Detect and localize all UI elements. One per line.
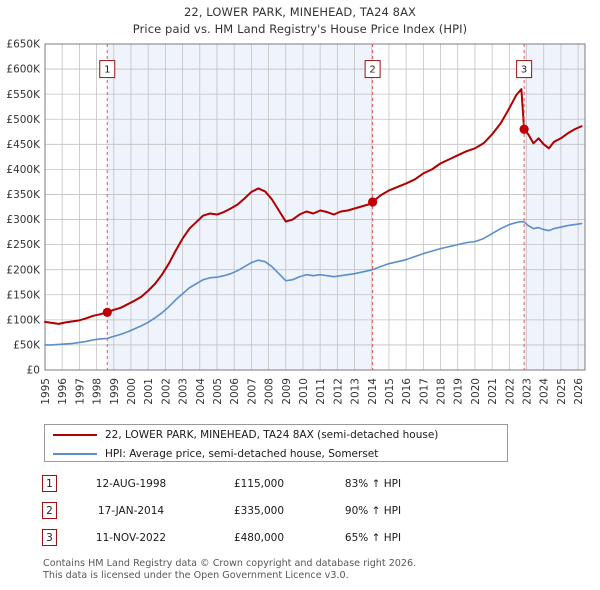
transaction-point[interactable] <box>102 307 112 317</box>
x-axis-tick-label: 2003 <box>178 378 190 405</box>
y-axis-tick-label: £350K <box>6 189 41 201</box>
x-axis-tick-label: 2001 <box>143 378 155 405</box>
price-history-chart: £0 £50K £100K £150K £200K £250K £300K £350K £400… <box>6 39 586 405</box>
chart-shaded-span <box>524 44 585 370</box>
legend-item-hpi: HPI: Average price, semi-detached house,… <box>45 444 507 463</box>
x-axis-tick-label: 1999 <box>109 378 121 405</box>
x-axis-tick-label: 2009 <box>281 378 293 405</box>
x-axis-tick-label: 2019 <box>453 378 465 405</box>
x-axis-tick-label: 1997 <box>74 378 86 405</box>
legend-swatch-property <box>53 433 97 436</box>
transaction-price: £480,000 <box>233 531 285 544</box>
legend-label-hpi: HPI: Average price, semi-detached house,… <box>105 447 379 460</box>
x-axis-tick-label: 2016 <box>401 378 413 405</box>
x-axis-tick-label: 2004 <box>195 378 207 405</box>
table-row: 1 12-AUG-1998 £115,000 83% ↑ HPI <box>42 470 562 497</box>
transaction-date: 12-AUG-1998 <box>95 477 167 490</box>
marker-callout-box[interactable] <box>516 60 533 79</box>
x-axis-tick-label: 2000 <box>126 378 138 405</box>
x-axis-tick-label: 2005 <box>212 378 224 405</box>
plot-frame <box>44 43 586 371</box>
x-axis-tick-label: 2024 <box>539 378 551 405</box>
x-axis-tick-label: 1996 <box>57 378 69 405</box>
y-axis-tick-label: £550K <box>6 89 41 101</box>
transaction-date: 17-JAN-2014 <box>97 504 165 517</box>
series-line-property <box>44 88 583 325</box>
chart-title: 22, LOWER PARK, MINEHEAD, TA24 8AX <box>183 5 417 19</box>
footer-licence: This data is licensed under the Open Gov… <box>43 569 349 581</box>
transaction-marker-number: 3 <box>42 529 57 546</box>
y-axis-tick-label: £200K <box>6 264 41 276</box>
transaction-marker-number: 2 <box>42 502 57 519</box>
y-axis-tick-label: £300K <box>6 214 41 226</box>
x-axis-tick-label: 2008 <box>264 378 276 405</box>
x-axis-tick-label: 2018 <box>436 378 448 405</box>
x-axis-tick-label: 2020 <box>470 378 482 405</box>
transaction-marker-number: 1 <box>42 475 57 492</box>
footer-copyright: Contains HM Land Registry data © Crown c… <box>43 558 417 569</box>
transaction-hpi-delta: 90% ↑ HPI <box>344 504 402 517</box>
transaction-point[interactable] <box>519 124 529 134</box>
legend-label-property: 22, LOWER PARK, MINEHEAD, TA24 8AX (semi… <box>105 428 439 441</box>
x-axis-tick-label: 2010 <box>298 378 310 405</box>
y-axis-tick-label: £450K <box>6 139 41 151</box>
chart-subtitle: Price paid vs. HM Land Registry's House … <box>132 22 468 36</box>
y-axis-tick-label: £0 <box>27 365 40 377</box>
x-axis-tick-label: 2025 <box>556 378 568 405</box>
y-axis-tick-label: £50K <box>13 340 41 352</box>
page-title: 22, LOWER PARK, MINEHEAD, TA24 8AX Price… <box>0 4 600 38</box>
transaction-price: £115,000 <box>233 477 285 490</box>
table-row: 3 11-NOV-2022 £480,000 65% ↑ HPI <box>42 524 562 551</box>
marker-callout-box[interactable] <box>364 60 381 79</box>
marker-callout-number: 3 <box>521 65 527 76</box>
x-axis-tick-label: 1998 <box>92 378 104 405</box>
transaction-hpi-delta: 65% ↑ HPI <box>344 531 402 544</box>
transaction-date: 11-NOV-2022 <box>95 531 167 544</box>
y-axis-tick-label: £250K <box>6 239 41 251</box>
legend-swatch-hpi <box>53 452 97 455</box>
x-axis-tick-label: 2013 <box>350 378 362 405</box>
transaction-point[interactable] <box>368 197 378 207</box>
y-axis-tick-label: £600K <box>6 64 41 76</box>
x-axis-tick-label: 2014 <box>367 378 379 405</box>
x-axis-tick-label: 1995 <box>40 378 52 405</box>
x-axis-tick-label: 2012 <box>332 378 344 405</box>
x-axis-tick-label: 2017 <box>418 378 430 405</box>
transaction-price: £335,000 <box>233 504 285 517</box>
x-axis-tick-label: 2021 <box>487 378 499 405</box>
marker-callout-number: 1 <box>104 65 110 76</box>
x-axis-tick-label: 2007 <box>246 378 258 405</box>
marker-callout-number: 2 <box>369 65 375 76</box>
transaction-hpi-delta: 83% ↑ HPI <box>344 477 402 490</box>
x-axis-tick-label: 2023 <box>522 378 534 405</box>
x-axis-tick-label: 2015 <box>384 378 396 405</box>
x-axis-tick-label: 2002 <box>160 378 172 405</box>
x-axis-tick-label: 2022 <box>504 378 516 405</box>
chart-shaded-span <box>107 44 373 370</box>
table-row: 2 17-JAN-2014 £335,000 90% ↑ HPI <box>42 497 562 524</box>
chart-legend: 22, LOWER PARK, MINEHEAD, TA24 8AX (semi… <box>44 424 508 462</box>
x-axis-tick-label: 2026 <box>573 378 585 405</box>
transaction-table: 1 12-AUG-1998 £115,000 83% ↑ HPI 2 17-JA… <box>42 470 562 551</box>
y-axis-tick-label: £100K <box>6 314 41 326</box>
y-axis-tick-label: £150K <box>6 289 41 301</box>
x-axis-tick-label: 2006 <box>229 378 241 405</box>
series-line-hpi <box>44 220 583 346</box>
y-axis-tick-label: £500K <box>6 114 41 126</box>
marker-callout-box[interactable] <box>99 60 116 79</box>
x-axis-tick-label: 2011 <box>315 378 327 405</box>
legend-item-property: 22, LOWER PARK, MINEHEAD, TA24 8AX (semi… <box>45 425 507 444</box>
y-axis-tick-label: £650K <box>6 39 41 51</box>
attribution-footer: Contains HM Land Registry data © Crown c… <box>43 558 583 581</box>
y-axis-tick-label: £400K <box>6 164 41 176</box>
